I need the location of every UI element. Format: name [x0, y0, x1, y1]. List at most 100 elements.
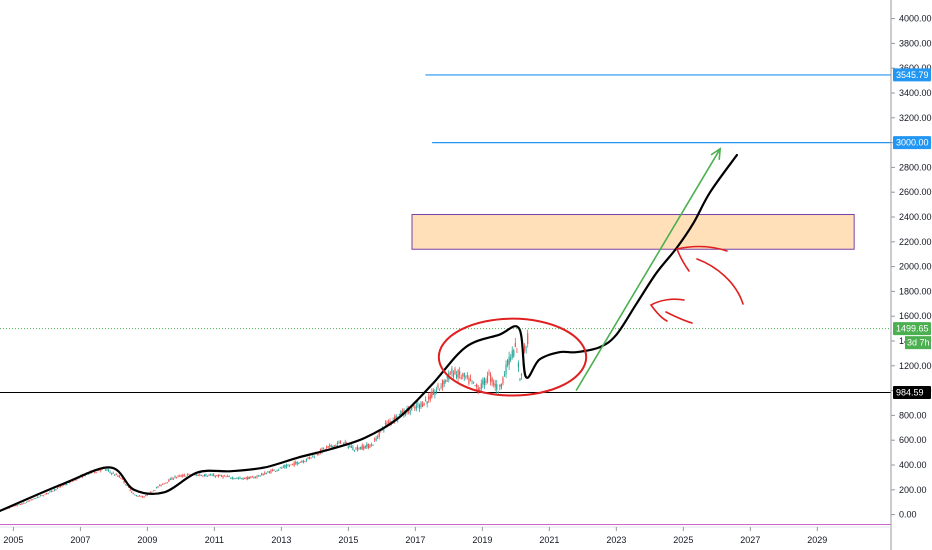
- price-tick-label: 2600.00: [899, 187, 932, 197]
- candle-body: [16, 505, 18, 507]
- candle-body: [336, 442, 339, 444]
- price-tick-label: 2800.00: [899, 162, 932, 172]
- candle-body: [168, 479, 170, 482]
- candle-body: [290, 464, 292, 466]
- candle-body: [120, 478, 122, 479]
- zone-rect[interactable]: [411, 214, 855, 250]
- candle-body: [123, 480, 125, 483]
- candle-body: [248, 476, 250, 479]
- candle-body: [203, 474, 206, 477]
- candle-body: [22, 502, 25, 504]
- target-price-tag-bg[interactable]: [893, 68, 931, 82]
- support-price-tag[interactable]: 984.59: [896, 388, 924, 398]
- candle-body: [366, 444, 368, 447]
- candle-body: [106, 469, 108, 471]
- candle-body: [322, 447, 325, 449]
- candle-body: [98, 470, 100, 472]
- candle-body: [128, 486, 130, 488]
- candle-body: [46, 493, 48, 495]
- candle-body: [222, 475, 224, 478]
- highlight-ellipse[interactable]: [437, 317, 588, 397]
- candle-body: [460, 376, 462, 379]
- candle-body: [471, 380, 473, 382]
- candle-body: [452, 372, 455, 378]
- candle-body: [520, 373, 523, 376]
- last-price-tag[interactable]: 1499.65: [896, 324, 929, 334]
- candle-body: [223, 475, 226, 477]
- candle-body: [180, 475, 182, 477]
- candle-body: [425, 399, 427, 401]
- target-price-tag[interactable]: 3000.00: [896, 138, 929, 148]
- candle-body: [197, 474, 199, 476]
- candle-body: [94, 471, 96, 473]
- projection-curve[interactable]: [0, 153, 739, 512]
- candle-body: [305, 458, 308, 461]
- last-price-tag-bg[interactable]: [893, 322, 931, 336]
- candle-body: [373, 438, 376, 440]
- candle-body: [172, 478, 175, 480]
- candle-body: [503, 374, 506, 376]
- candle-body: [514, 343, 516, 348]
- candle-body: [282, 466, 284, 468]
- candle-body: [288, 465, 291, 467]
- candle-body: [259, 475, 261, 477]
- red-drawing-stroke[interactable]: [649, 298, 693, 324]
- candle-body: [469, 378, 472, 381]
- projection-curve-path[interactable]: [0, 153, 739, 512]
- candle-body: [55, 489, 57, 490]
- candle-body: [134, 494, 136, 496]
- candle-body: [58, 486, 60, 488]
- candle-body: [185, 475, 187, 477]
- price-tick-label: 4000.00: [899, 14, 932, 24]
- candle-body: [196, 474, 198, 476]
- candle-body: [141, 496, 144, 498]
- candle-body: [387, 421, 390, 423]
- candle-body: [421, 403, 424, 407]
- price-axis-bg: [891, 0, 932, 550]
- candle-body: [227, 476, 229, 477]
- candle-body: [432, 390, 434, 395]
- time-tick-label: 2007: [70, 535, 90, 545]
- target-zone[interactable]: [411, 214, 855, 250]
- annotations[interactable]: [437, 147, 744, 397]
- candle-body: [442, 380, 444, 388]
- candle-body: [459, 371, 461, 375]
- candle-body: [121, 478, 124, 480]
- candle-body: [100, 469, 102, 471]
- target-price-tag[interactable]: 3545.79: [896, 70, 929, 80]
- candle-body: [42, 495, 45, 497]
- support-price-tag-bg[interactable]: [893, 386, 931, 400]
- red-drawing-stroke[interactable]: [675, 245, 744, 305]
- candle-body: [426, 401, 428, 404]
- candle-body: [372, 445, 374, 446]
- candle-body: [499, 384, 501, 387]
- trend-arrow-head[interactable]: [710, 147, 722, 160]
- trend-arrow-line[interactable]: [575, 148, 721, 392]
- candlestick-series: [2, 329, 529, 511]
- candle-body: [186, 474, 189, 475]
- candle-body: [417, 403, 419, 405]
- candle-body: [61, 485, 63, 487]
- candle-body: [451, 368, 453, 374]
- price-tick-label: 2400.00: [899, 212, 932, 222]
- candle-body: [508, 357, 510, 365]
- candle-body: [445, 379, 447, 382]
- candle-body: [301, 461, 303, 463]
- candle-body: [157, 486, 159, 488]
- candle-body: [25, 502, 28, 503]
- candle-body: [488, 372, 490, 374]
- price-tick-label: 400.00: [899, 460, 927, 470]
- target-price-tag-bg[interactable]: [893, 136, 931, 150]
- candle-body: [15, 505, 17, 507]
- horizontal-lines[interactable]: [0, 74, 891, 526]
- candle-body: [63, 484, 65, 486]
- candle-body: [423, 402, 425, 406]
- candle-body: [112, 472, 114, 474]
- candle-body: [13, 505, 15, 507]
- time-tick-label: 2011: [205, 535, 224, 545]
- candle-body: [274, 471, 277, 472]
- candle-body: [485, 381, 487, 383]
- candle-body: [299, 462, 301, 463]
- candle-body: [267, 471, 269, 473]
